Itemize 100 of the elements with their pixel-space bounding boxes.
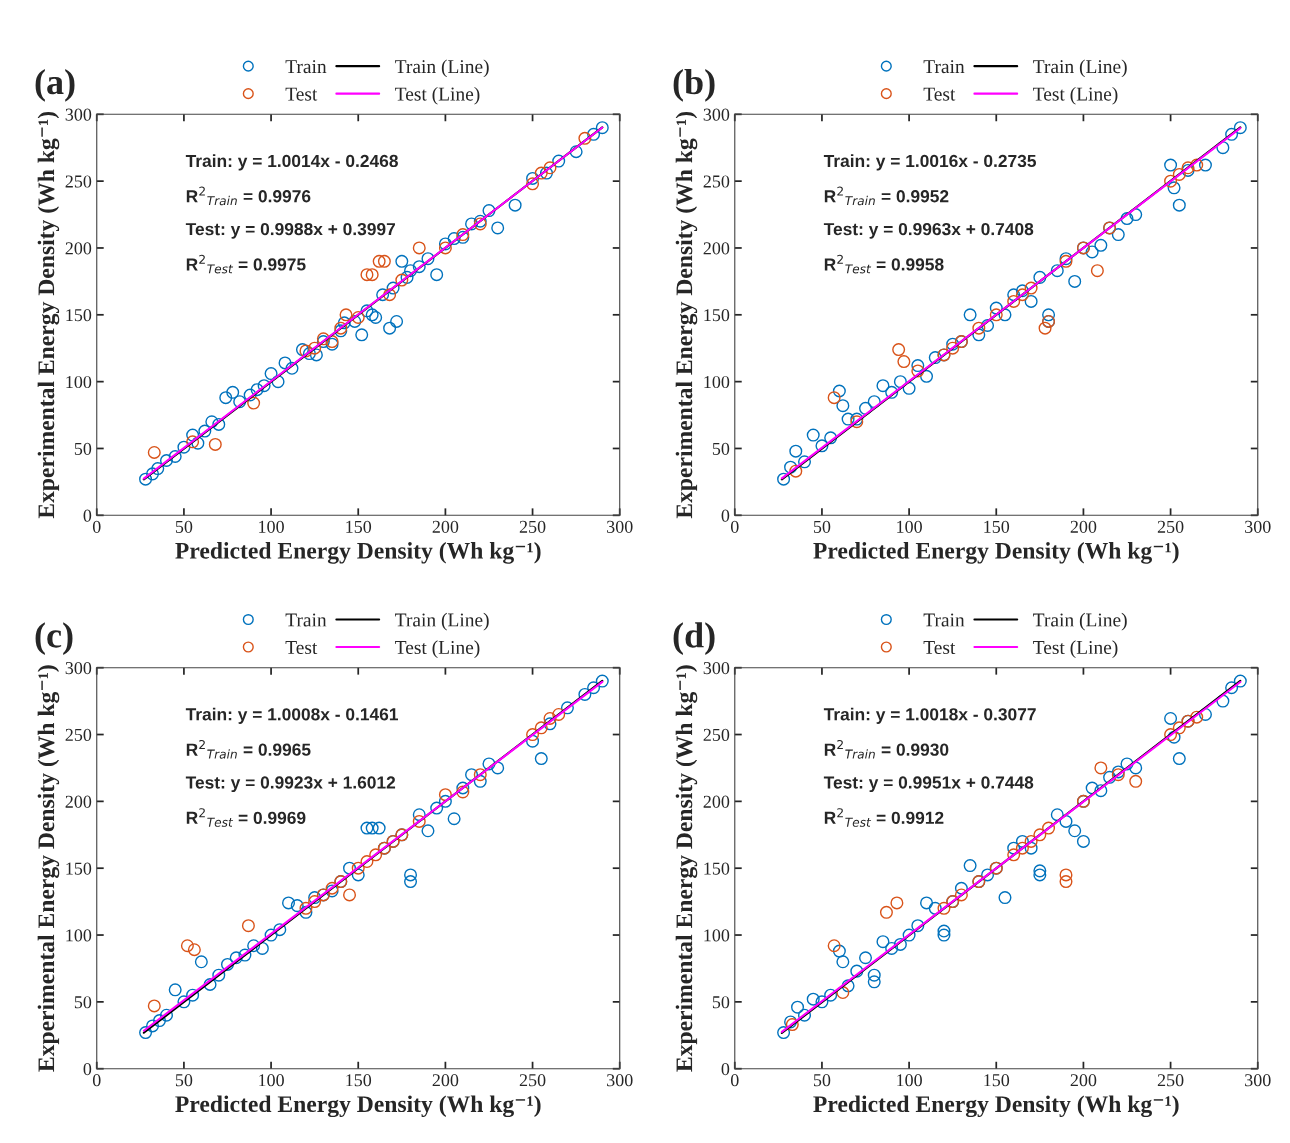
legend-label: Test (Line) <box>1033 86 1118 105</box>
y-tick-label: 0 <box>721 509 730 522</box>
chart-title: (b) <box>673 68 715 102</box>
y-tick-label: 300 <box>703 661 730 675</box>
x-tick-label: 300 <box>607 520 633 533</box>
x-tick-label: 100 <box>897 1074 922 1087</box>
x-tick-label: 200 <box>432 1074 459 1087</box>
y-tick-label: 150 <box>66 309 92 322</box>
y-tick-label: 50 <box>712 442 730 455</box>
annotation: R$^{2}$$_{Train}$ = 0.9976 <box>186 186 311 206</box>
x-axis-title: Predicted Energy Density (Wh kg⁻¹) <box>175 1095 541 1118</box>
y-axis-title: Experimental Energy Density (Wh kg⁻¹) <box>37 111 60 519</box>
x-tick-label: 250 <box>1157 520 1184 533</box>
legend-label: Train (Line) <box>395 612 489 631</box>
y-tick-label: 300 <box>65 108 92 121</box>
y-tick-label: 100 <box>704 375 730 389</box>
annotation: R$^{2}$$_{Test}$ = 0.9958 <box>824 254 944 274</box>
y-tick-label: 0 <box>83 509 92 522</box>
x-tick-label: 200 <box>1070 1074 1097 1087</box>
y-axis-title: Experimental Energy Density (Wh kg⁻¹) <box>675 665 698 1072</box>
y-tick-label: 250 <box>65 728 92 741</box>
x-tick-label: 250 <box>1157 1074 1184 1087</box>
annotation: Train: y = 1.0016x - 0.2735 <box>823 154 1037 171</box>
legend-label: Train <box>285 613 327 627</box>
y-tick-label: 150 <box>66 862 92 875</box>
annotation: Test: y = 0.9923x + 1.6012 <box>185 776 396 793</box>
y-tick-label: 200 <box>703 795 730 808</box>
chart-title: (a) <box>35 68 75 102</box>
x-tick-label: 250 <box>519 520 546 533</box>
y-tick-label: 100 <box>66 375 92 389</box>
y-tick-label: 50 <box>74 442 92 455</box>
chart-title: (c) <box>35 622 73 656</box>
x-axis-title: Predicted Energy Density (Wh kg⁻¹) <box>175 542 541 564</box>
annotation: Test: y = 0.9951x + 0.7448 <box>823 776 1034 793</box>
legend-label: Train (Line) <box>1033 59 1127 78</box>
legend-label: Test <box>285 641 318 655</box>
y-tick-label: 0 <box>83 1062 92 1076</box>
x-tick-label: 150 <box>984 520 1010 533</box>
x-tick-label: 0 <box>92 1074 101 1087</box>
legend-label: Test (Line) <box>395 640 480 658</box>
y-axis-title: Experimental Energy Density (Wh kg⁻¹) <box>675 111 698 519</box>
legend-label: Test <box>923 87 956 101</box>
y-axis-title: Experimental Energy Density (Wh kg⁻¹) <box>37 665 60 1072</box>
y-tick-label: 100 <box>704 929 730 942</box>
annotation: R$^{2}$$_{Train}$ = 0.9965 <box>186 739 311 759</box>
y-tick-label: 150 <box>704 309 730 322</box>
legend-label: Train (Line) <box>395 59 489 78</box>
legend-label: Test (Line) <box>395 86 480 105</box>
y-tick-label: 150 <box>704 862 730 875</box>
annotation: R$^{2}$$_{Train}$ = 0.9930 <box>824 739 949 759</box>
legend-label: Test <box>285 87 318 101</box>
x-tick-label: 50 <box>813 520 831 533</box>
y-tick-label: 250 <box>703 728 730 741</box>
x-axis-title: Predicted Energy Density (Wh kg⁻¹) <box>813 542 1179 564</box>
y-tick-label: 50 <box>712 996 730 1009</box>
legend-label: Train <box>923 613 965 627</box>
x-tick-label: 0 <box>730 520 739 533</box>
x-tick-label: 300 <box>1245 1074 1271 1087</box>
x-tick-label: 150 <box>346 520 372 533</box>
annotation: R$^{2}$$_{Test}$ = 0.9969 <box>186 808 306 827</box>
x-tick-label: 50 <box>175 520 193 533</box>
annotation: Train: y = 1.0008x - 0.1461 <box>185 707 398 724</box>
y-tick-label: 250 <box>703 175 730 188</box>
chart-title: (d) <box>673 622 715 656</box>
x-tick-label: 200 <box>1070 520 1097 533</box>
x-axis-title: Predicted Energy Density (Wh kg⁻¹) <box>813 1095 1179 1118</box>
x-tick-label: 0 <box>92 520 101 533</box>
y-tick-label: 200 <box>703 242 730 255</box>
annotation: Test: y = 0.9988x + 0.3997 <box>185 222 395 239</box>
x-tick-label: 200 <box>432 520 459 533</box>
x-tick-label: 100 <box>897 520 922 533</box>
x-tick-label: 250 <box>519 1074 546 1087</box>
legend-label: Test (Line) <box>1033 640 1118 658</box>
legend-label: Train <box>285 60 327 74</box>
annotation: Test: y = 0.9963x + 0.7408 <box>823 222 1034 239</box>
y-tick-label: 50 <box>74 996 92 1009</box>
x-tick-label: 100 <box>259 1074 284 1087</box>
x-tick-label: 0 <box>730 1074 739 1087</box>
y-tick-label: 250 <box>65 175 92 188</box>
annotation: R$^{2}$$_{Train}$ = 0.9952 <box>824 186 949 206</box>
annotation: Train: y = 1.0014x - 0.2468 <box>185 154 398 171</box>
y-tick-label: 200 <box>65 795 92 808</box>
y-tick-label: 300 <box>703 108 730 121</box>
x-tick-label: 150 <box>984 1074 1010 1087</box>
annotation: R$^{2}$$_{Test}$ = 0.9912 <box>824 808 944 827</box>
y-tick-label: 100 <box>66 929 92 942</box>
x-tick-label: 50 <box>175 1074 193 1087</box>
x-tick-label: 300 <box>1245 520 1271 533</box>
y-tick-label: 200 <box>65 242 92 255</box>
legend-label: Test <box>923 641 956 655</box>
annotation: Train: y = 1.0018x - 0.3077 <box>823 707 1036 724</box>
x-tick-label: 100 <box>259 520 284 533</box>
x-tick-label: 50 <box>813 1074 831 1087</box>
y-tick-label: 300 <box>65 661 92 675</box>
annotation: R$^{2}$$_{Test}$ = 0.9975 <box>186 254 306 274</box>
legend-label: Train (Line) <box>1033 612 1127 631</box>
y-tick-label: 0 <box>721 1062 730 1076</box>
legend-label: Train <box>923 60 965 74</box>
x-tick-label: 300 <box>607 1074 633 1087</box>
x-tick-label: 150 <box>346 1074 372 1087</box>
